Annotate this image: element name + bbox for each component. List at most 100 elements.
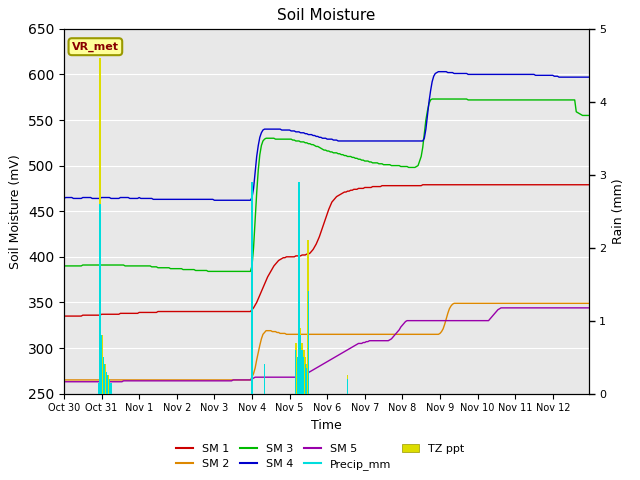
SM 5 <box>60 379 68 384</box>
Bar <box>303 357 304 394</box>
Bar <box>347 375 349 394</box>
SM 1 <box>355 186 362 192</box>
Line: SM 5: SM 5 <box>64 308 589 382</box>
Bar <box>306 364 308 394</box>
Bar <box>301 350 303 394</box>
Bar <box>295 343 297 394</box>
SM 1 <box>176 309 184 314</box>
Bar <box>306 368 307 394</box>
X-axis label: Time: Time <box>311 419 342 432</box>
SM 4 <box>499 72 506 77</box>
Title: Soil Moisture: Soil Moisture <box>277 9 376 24</box>
Line: SM 1: SM 1 <box>64 185 589 316</box>
Bar <box>104 364 106 394</box>
SM 5 <box>495 306 503 312</box>
SM 2 <box>491 300 499 306</box>
Bar <box>307 240 309 394</box>
SM 4 <box>60 195 68 201</box>
SM 1 <box>217 309 225 314</box>
SM 2 <box>497 300 505 306</box>
Bar <box>110 383 111 394</box>
Bar <box>102 357 104 394</box>
Bar <box>305 364 306 394</box>
SM 2 <box>217 377 225 383</box>
SM 5 <box>585 305 593 311</box>
Bar <box>101 335 102 394</box>
SM 3 <box>356 156 364 162</box>
SM 3 <box>204 268 212 274</box>
Bar <box>108 375 109 394</box>
Bar <box>107 375 109 394</box>
Bar <box>304 357 306 394</box>
SM 4 <box>493 72 500 77</box>
Bar <box>300 335 301 394</box>
Bar <box>109 379 110 394</box>
Bar <box>300 328 301 394</box>
SM 2 <box>176 377 184 383</box>
Bar <box>297 357 298 394</box>
Line: SM 3: SM 3 <box>64 99 589 271</box>
SM 5 <box>176 378 184 384</box>
SM 2 <box>585 300 593 306</box>
Bar <box>301 343 303 394</box>
SM 1 <box>67 313 74 319</box>
Bar <box>308 291 309 394</box>
SM 5 <box>67 379 74 384</box>
SM 1 <box>60 313 68 319</box>
Text: VR_met: VR_met <box>72 42 119 52</box>
Y-axis label: Rain (mm): Rain (mm) <box>612 179 625 244</box>
Bar <box>264 364 266 394</box>
Bar <box>106 372 108 394</box>
SM 1 <box>497 182 505 188</box>
Bar <box>99 204 100 394</box>
SM 4 <box>435 69 442 74</box>
SM 3 <box>67 263 74 269</box>
SM 4 <box>356 138 364 144</box>
SM 5 <box>490 312 497 318</box>
Bar <box>251 182 253 394</box>
SM 3 <box>428 96 436 102</box>
SM 2 <box>355 331 362 337</box>
Bar <box>104 364 106 394</box>
Bar <box>347 379 348 394</box>
Bar <box>109 379 110 394</box>
SM 4 <box>585 74 593 80</box>
SM 4 <box>211 197 218 203</box>
SM 5 <box>355 341 362 347</box>
SM 1 <box>585 182 593 188</box>
SM 4 <box>176 196 184 202</box>
SM 1 <box>491 182 499 188</box>
SM 1 <box>419 182 427 188</box>
Bar <box>298 182 300 394</box>
SM 2 <box>450 300 458 306</box>
Bar <box>296 357 298 394</box>
SM 5 <box>217 378 225 384</box>
SM 2 <box>67 377 74 383</box>
Y-axis label: Soil Moisture (mV): Soil Moisture (mV) <box>10 154 22 269</box>
Bar <box>298 182 300 394</box>
Line: SM 4: SM 4 <box>64 72 589 200</box>
SM 4 <box>67 195 74 201</box>
SM 3 <box>60 263 68 269</box>
SM 3 <box>493 97 500 103</box>
SM 3 <box>218 268 226 274</box>
Bar <box>99 58 101 394</box>
Bar <box>295 350 296 394</box>
SM 2 <box>60 377 68 383</box>
SM 3 <box>499 97 506 103</box>
SM 3 <box>176 266 184 272</box>
Bar <box>264 364 265 394</box>
Bar <box>97 383 99 394</box>
SM 3 <box>585 113 593 119</box>
Bar <box>252 182 253 394</box>
Bar <box>102 357 104 394</box>
SM 4 <box>218 197 226 203</box>
Legend: SM 1, SM 2, SM 3, SM 4, SM 5, Precip_mm, TZ ppt: SM 1, SM 2, SM 3, SM 4, SM 5, Precip_mm,… <box>172 439 468 474</box>
Bar <box>303 350 305 394</box>
Line: SM 2: SM 2 <box>64 303 589 380</box>
Bar <box>110 383 112 394</box>
Bar <box>106 372 107 394</box>
SM 5 <box>497 305 505 311</box>
Bar <box>100 335 102 394</box>
Bar <box>98 383 99 394</box>
